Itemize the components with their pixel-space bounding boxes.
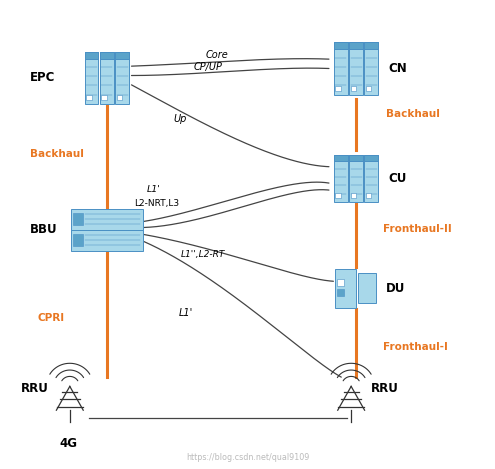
FancyBboxPatch shape xyxy=(349,42,363,95)
Text: Backhaul: Backhaul xyxy=(386,109,440,119)
FancyBboxPatch shape xyxy=(115,52,129,59)
FancyBboxPatch shape xyxy=(335,269,356,308)
Text: CU: CU xyxy=(388,172,406,185)
FancyBboxPatch shape xyxy=(349,42,363,49)
FancyBboxPatch shape xyxy=(86,95,92,100)
Text: 4G: 4G xyxy=(60,437,78,450)
FancyBboxPatch shape xyxy=(73,213,83,225)
Text: https://blog.csdn.net/qual9109: https://blog.csdn.net/qual9109 xyxy=(186,453,309,462)
FancyBboxPatch shape xyxy=(334,155,347,161)
FancyBboxPatch shape xyxy=(349,155,363,161)
FancyBboxPatch shape xyxy=(100,52,114,59)
FancyBboxPatch shape xyxy=(337,289,344,296)
FancyBboxPatch shape xyxy=(364,155,378,202)
Text: L2-NRT,L3: L2-NRT,L3 xyxy=(134,198,179,207)
FancyBboxPatch shape xyxy=(366,193,371,198)
Text: Backhaul: Backhaul xyxy=(30,149,84,159)
Text: Core: Core xyxy=(205,50,228,60)
Text: L1': L1' xyxy=(178,308,193,318)
FancyBboxPatch shape xyxy=(358,273,376,303)
FancyBboxPatch shape xyxy=(334,42,347,49)
Text: BBU: BBU xyxy=(30,223,58,236)
Text: L1'',L2-RT: L1'',L2-RT xyxy=(181,250,225,259)
Text: Fronthaul-I: Fronthaul-I xyxy=(383,342,448,352)
Text: RRU: RRU xyxy=(20,382,49,395)
Text: Up: Up xyxy=(173,114,187,124)
Text: EPC: EPC xyxy=(30,71,55,84)
FancyBboxPatch shape xyxy=(350,86,356,91)
Text: CP/UP: CP/UP xyxy=(193,62,222,72)
FancyBboxPatch shape xyxy=(364,42,378,49)
FancyBboxPatch shape xyxy=(364,155,378,161)
FancyBboxPatch shape xyxy=(350,193,356,198)
FancyBboxPatch shape xyxy=(334,155,347,202)
FancyBboxPatch shape xyxy=(366,86,371,91)
FancyBboxPatch shape xyxy=(101,95,107,100)
FancyBboxPatch shape xyxy=(334,42,347,95)
FancyBboxPatch shape xyxy=(115,52,129,104)
FancyBboxPatch shape xyxy=(71,230,143,250)
FancyBboxPatch shape xyxy=(349,155,363,202)
FancyBboxPatch shape xyxy=(336,193,341,198)
Text: Fronthaul-II: Fronthaul-II xyxy=(383,224,452,234)
FancyBboxPatch shape xyxy=(73,234,83,246)
Text: RRU: RRU xyxy=(371,382,399,395)
FancyBboxPatch shape xyxy=(71,209,143,230)
Text: L1': L1' xyxy=(147,185,160,195)
Text: CPRI: CPRI xyxy=(38,312,65,323)
FancyBboxPatch shape xyxy=(85,52,99,104)
FancyBboxPatch shape xyxy=(364,42,378,95)
FancyBboxPatch shape xyxy=(117,95,122,100)
FancyBboxPatch shape xyxy=(336,86,341,91)
Text: DU: DU xyxy=(386,282,405,295)
FancyBboxPatch shape xyxy=(337,280,344,287)
FancyBboxPatch shape xyxy=(85,52,99,59)
Text: CN: CN xyxy=(388,62,407,75)
FancyBboxPatch shape xyxy=(100,52,114,104)
